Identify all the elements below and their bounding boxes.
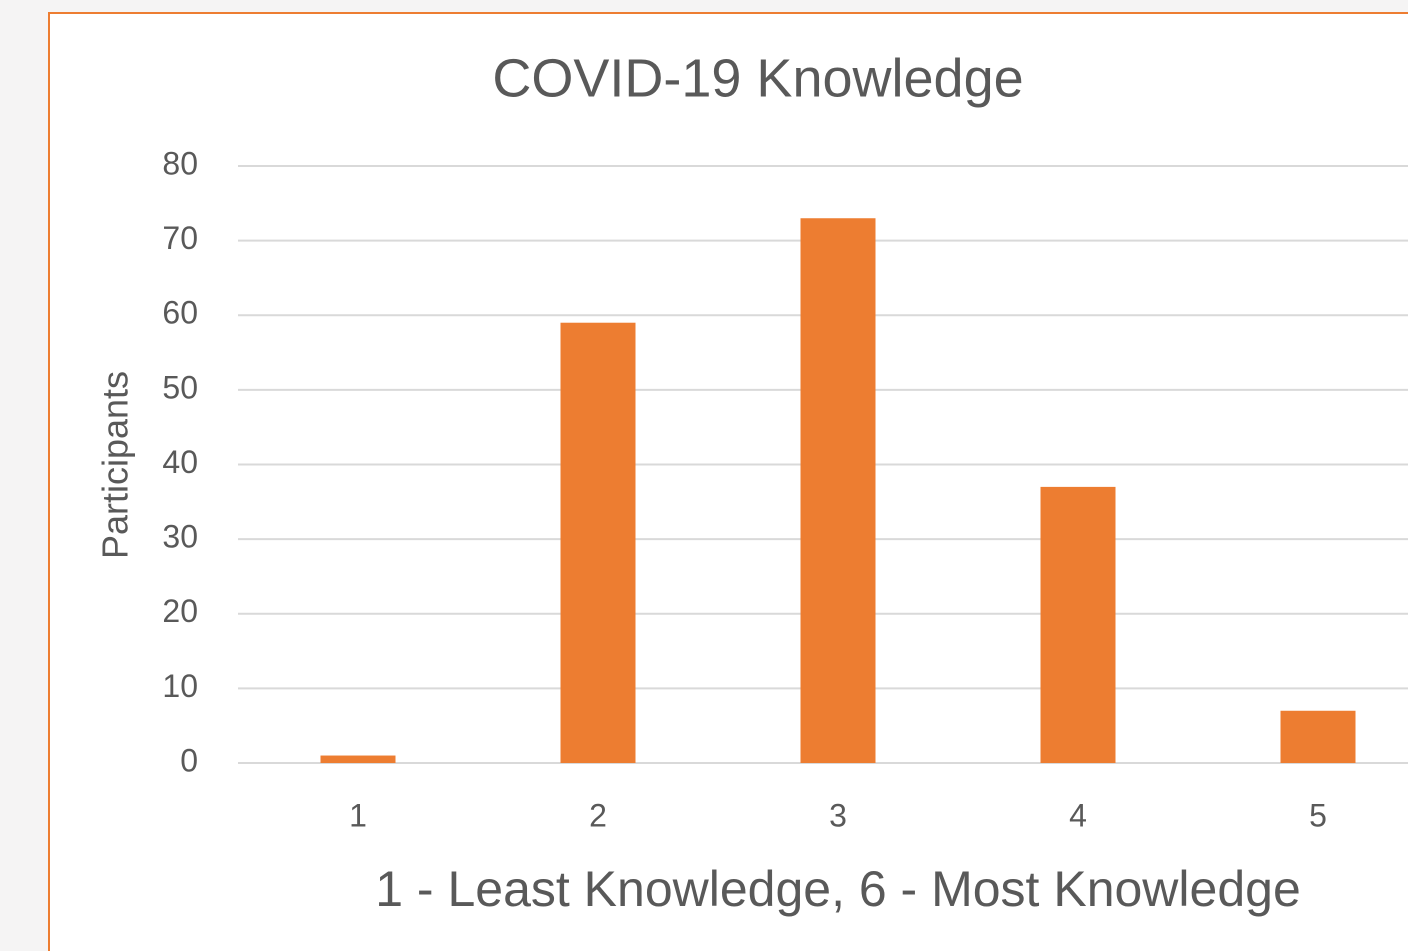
y-tick-label: 50 xyxy=(162,369,198,405)
bar xyxy=(320,755,396,763)
chart-frame xyxy=(48,12,1408,951)
y-tick-label: 20 xyxy=(162,593,198,629)
y-tick-label: 60 xyxy=(162,295,198,331)
y-tick-label: 30 xyxy=(162,519,198,555)
y-tick-label: 10 xyxy=(162,668,198,704)
y-tick-label: 70 xyxy=(162,220,198,256)
x-tick-label: 2 xyxy=(589,797,607,833)
x-tick-label: 4 xyxy=(1069,797,1087,833)
bar xyxy=(1280,710,1356,763)
bar xyxy=(1040,486,1116,763)
bar xyxy=(560,322,636,763)
x-tick-label: 1 xyxy=(349,797,367,833)
chart-title: COVID-19 Knowledge xyxy=(492,48,1023,108)
x-tick-label: 3 xyxy=(829,797,847,833)
y-tick-label: 80 xyxy=(162,145,198,181)
y-tick-label: 40 xyxy=(162,444,198,480)
y-tick-label: 0 xyxy=(180,742,198,778)
x-axis-label: 1 - Least Knowledge, 6 - Most Knowledge xyxy=(375,861,1301,917)
x-tick-label: 5 xyxy=(1309,797,1327,833)
y-axis-label: Participants xyxy=(95,371,136,559)
bar xyxy=(800,218,876,764)
